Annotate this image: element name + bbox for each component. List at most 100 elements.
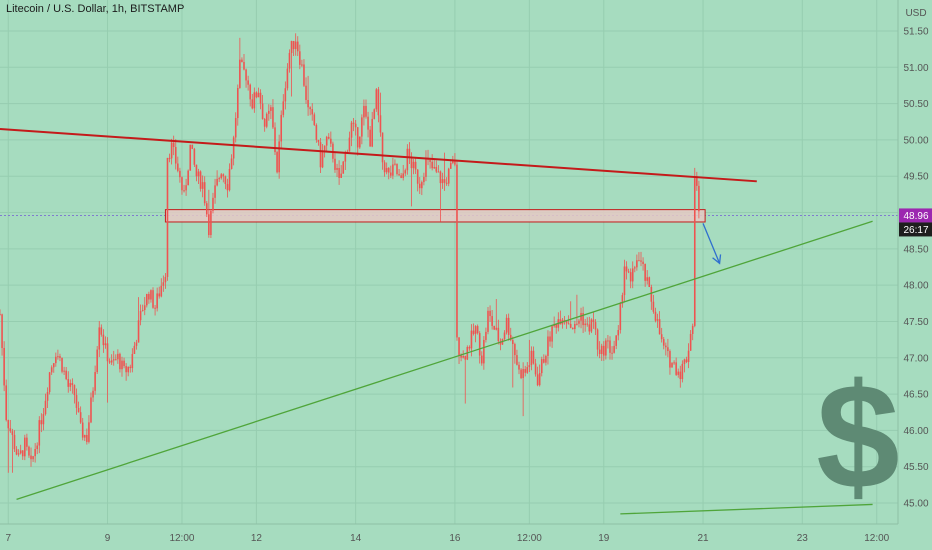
candle-body: [253, 92, 256, 109]
candle-body: [418, 183, 421, 189]
candle-body: [257, 92, 260, 98]
candle-body: [255, 92, 258, 98]
candle-body: [638, 260, 640, 262]
candle-body: [534, 363, 537, 375]
candle-body: [669, 351, 671, 368]
candle-body: [565, 320, 568, 324]
candle-body: [613, 345, 615, 353]
candle-body: [63, 370, 65, 372]
y-tick-label: 45.00: [903, 499, 928, 510]
x-tick-label: 12:00: [864, 533, 889, 544]
candle-body: [381, 132, 384, 163]
candle-body: [621, 295, 624, 304]
price-axis[interactable]: USD 45.00 45.50 46.00 46.50 47.00 47.50 48.00 4…: [897, 0, 929, 524]
candle-body: [487, 310, 489, 332]
candle-body: [243, 62, 245, 70]
candle-body: [421, 182, 423, 189]
candle-body: [574, 324, 576, 330]
x-tick-label: 16: [449, 533, 461, 544]
candle-body: [385, 167, 388, 173]
candle-body: [143, 305, 146, 310]
candle-body: [404, 170, 407, 174]
candle-body: [137, 320, 140, 343]
candle-body: [251, 99, 254, 109]
candle-body: [474, 326, 477, 334]
x-tick-label: 9: [105, 533, 111, 544]
candle-body: [392, 164, 394, 176]
candle-body: [50, 367, 53, 373]
candle-body: [640, 260, 642, 262]
candle-body: [174, 147, 177, 164]
candle-body: [336, 167, 338, 170]
candle-body: [629, 272, 632, 282]
candle-body: [26, 437, 28, 447]
candle-body: [210, 210, 212, 236]
candle-body: [398, 174, 400, 176]
candle-body: [3, 347, 5, 386]
candle-body: [412, 161, 415, 169]
candle-body: [313, 114, 316, 126]
resistance-trendline[interactable]: [0, 128, 757, 183]
candle-body: [584, 323, 586, 326]
candle-body: [296, 41, 299, 52]
candle-body: [456, 164, 458, 338]
candle-body: [644, 263, 646, 281]
projection-arrow[interactable]: [702, 223, 722, 265]
candle-body: [452, 161, 454, 164]
candle-body: [367, 116, 369, 130]
candle-body: [224, 176, 227, 185]
candle-body: [627, 271, 630, 273]
candle-body: [319, 142, 322, 168]
candle-body: [648, 277, 651, 288]
candle-body: [514, 344, 516, 356]
candle-body: [90, 397, 92, 423]
candle-body: [191, 144, 194, 149]
candle-body: [71, 383, 74, 386]
candle-body: [208, 214, 210, 236]
lower-support-trendline[interactable]: [620, 503, 873, 515]
y-tick-label: 51.50: [903, 27, 928, 38]
candle-body: [108, 361, 111, 363]
candle-body: [232, 137, 235, 159]
bar-countdown-label: 26:17: [899, 222, 932, 237]
candle-body: [36, 445, 39, 450]
candle-body: [524, 369, 527, 373]
candle-body: [88, 422, 90, 442]
candle-body: [667, 347, 669, 352]
candle-body: [86, 434, 88, 442]
candle-body: [185, 185, 187, 191]
candle-body: [387, 167, 390, 173]
candle-body: [683, 359, 686, 364]
time-axis[interactable]: 7 9 12:00 12 14 16 12:00 19 21 23 12:00: [0, 523, 898, 544]
candle-body: [199, 171, 202, 189]
candle-body: [396, 163, 398, 175]
candle-body: [522, 369, 524, 379]
candle-body: [327, 136, 330, 139]
candle-body: [607, 340, 609, 342]
candle-body: [416, 169, 419, 184]
support-resistance-zone[interactable]: [164, 209, 706, 223]
candle-body: [290, 41, 293, 53]
candle-body: [596, 329, 599, 350]
candle-body: [342, 161, 345, 174]
y-tick-label: 47.00: [903, 353, 928, 364]
support-trendline[interactable]: [16, 220, 873, 500]
candle-body: [437, 171, 440, 173]
svg-text:26:17: 26:17: [903, 225, 928, 236]
candle-body: [503, 332, 506, 340]
candle-body: [94, 372, 96, 391]
candle-body: [559, 319, 562, 325]
candle-body: [201, 182, 204, 189]
candle-body: [447, 168, 450, 184]
candle-body: [480, 355, 483, 364]
candle-body: [580, 312, 582, 321]
candle-body: [156, 293, 158, 309]
candle-body: [181, 177, 183, 191]
candle-body: [282, 101, 285, 115]
candle-body: [555, 324, 558, 328]
candle-body: [472, 330, 475, 334]
candle-body: [671, 363, 673, 368]
candle-body: [400, 175, 402, 178]
candle-body: [609, 340, 611, 353]
